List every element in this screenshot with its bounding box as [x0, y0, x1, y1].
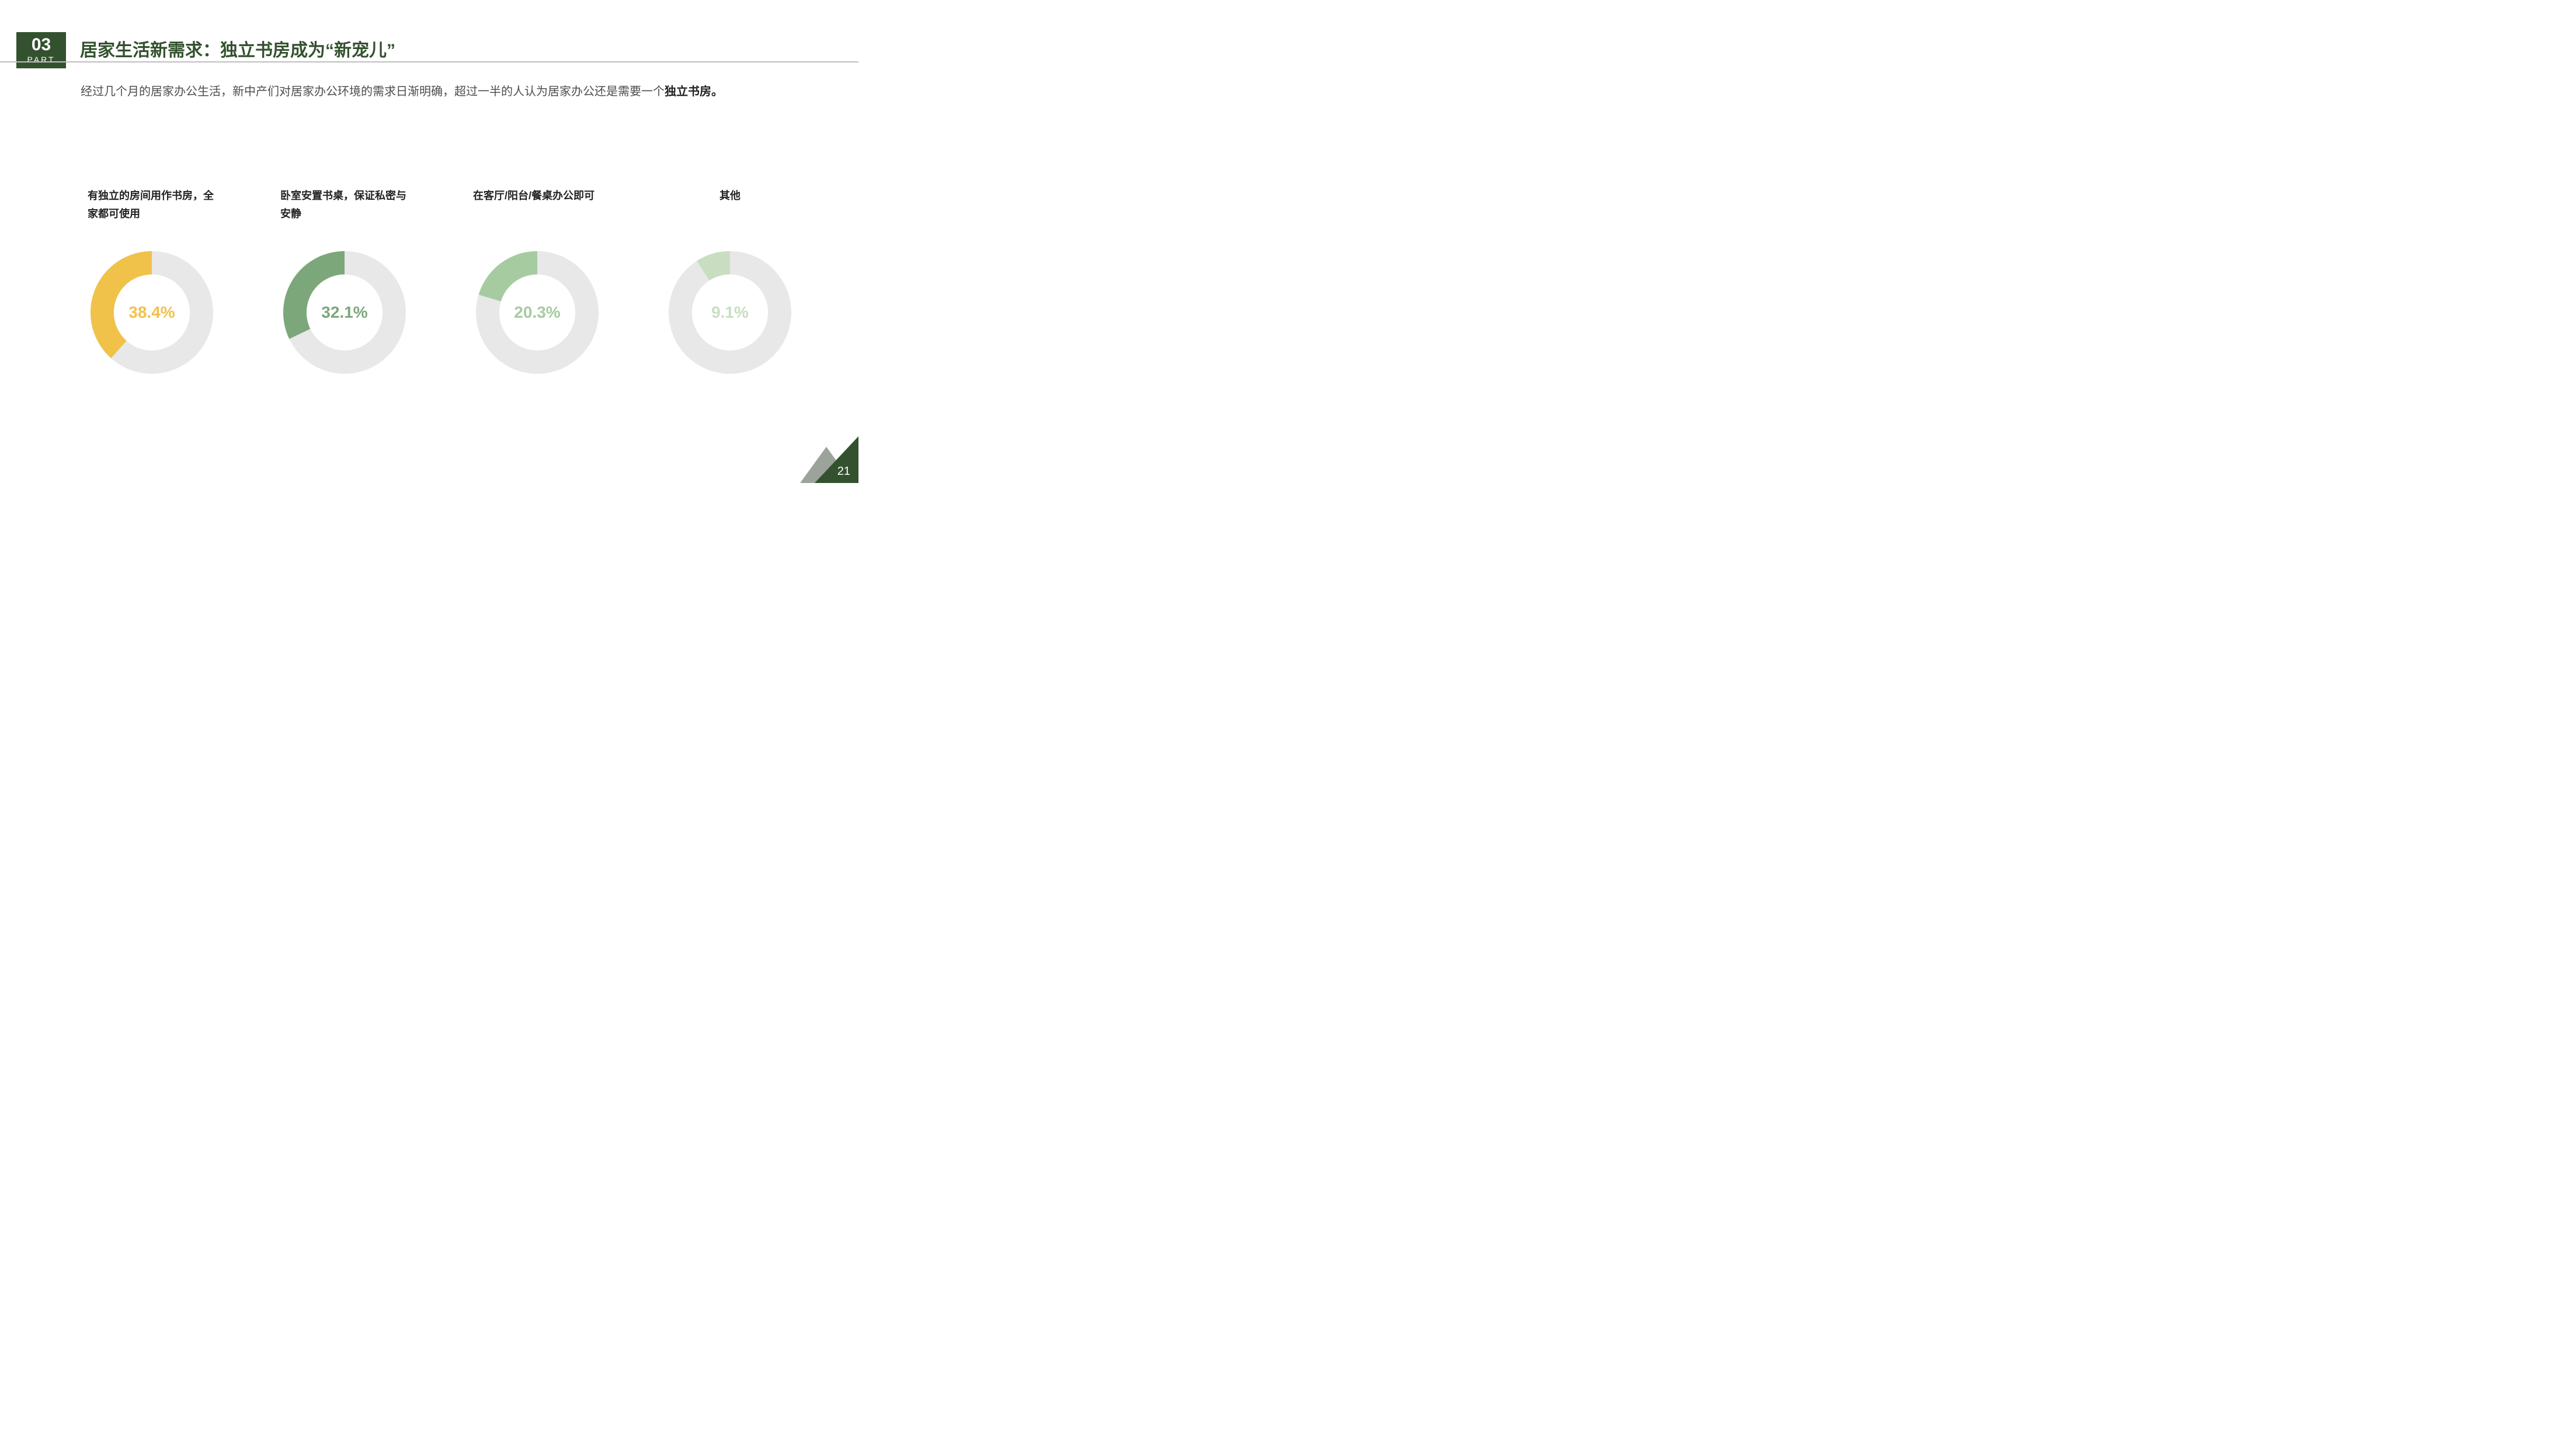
subtitle-text: 经过几个月的居家办公生活，新中产们对居家办公环境的需求日渐明确，超过一半的人认为…: [81, 85, 665, 98]
donut-value: 9.1%: [669, 251, 791, 374]
header-row: 03 PART 居家生活新需求：独立书房成为“新宠儿”: [0, 32, 858, 68]
divider: [0, 61, 858, 62]
chart-col: 在客厅/阳台/餐桌办公即可 20.3%: [461, 187, 613, 374]
chart-label: 有独立的房间用作书房，全家都可使用: [88, 187, 216, 228]
chart-label: 在客厅/阳台/餐桌办公即可: [473, 187, 602, 228]
donut-chart: 38.4%: [91, 251, 213, 374]
part-badge: 03 PART: [16, 32, 66, 68]
subtitle-bold: 独立书房。: [665, 85, 723, 98]
chart-col: 其他 9.1%: [654, 187, 806, 374]
donut-value: 32.1%: [283, 251, 406, 374]
subtitle: 经过几个月的居家办公生活，新中产们对居家办公环境的需求日渐明确，超过一半的人认为…: [81, 81, 788, 103]
donut-value: 20.3%: [476, 251, 599, 374]
slide: 03 PART 居家生活新需求：独立书房成为“新宠儿” 经过几个月的居家办公生活…: [0, 0, 858, 483]
chart-label: 其他: [666, 187, 794, 228]
page-number: 21: [837, 465, 850, 478]
donut-chart: 9.1%: [669, 251, 791, 374]
part-label: PART: [27, 55, 55, 64]
chart-col: 卧室安置书桌，保证私密与安静 32.1%: [269, 187, 420, 374]
chart-label: 卧室安置书桌，保证私密与安静: [280, 187, 409, 228]
donut-chart: 20.3%: [476, 251, 599, 374]
chart-col: 有独立的房间用作书房，全家都可使用 38.4%: [76, 187, 228, 374]
donut-chart: 32.1%: [283, 251, 406, 374]
page-title: 居家生活新需求：独立书房成为“新宠儿”: [80, 36, 395, 61]
donut-value: 38.4%: [91, 251, 213, 374]
part-number: 03: [32, 36, 51, 54]
charts-row: 有独立的房间用作书房，全家都可使用 38.4% 卧室安置书桌，保证私密与安静 32.1…: [76, 187, 806, 374]
